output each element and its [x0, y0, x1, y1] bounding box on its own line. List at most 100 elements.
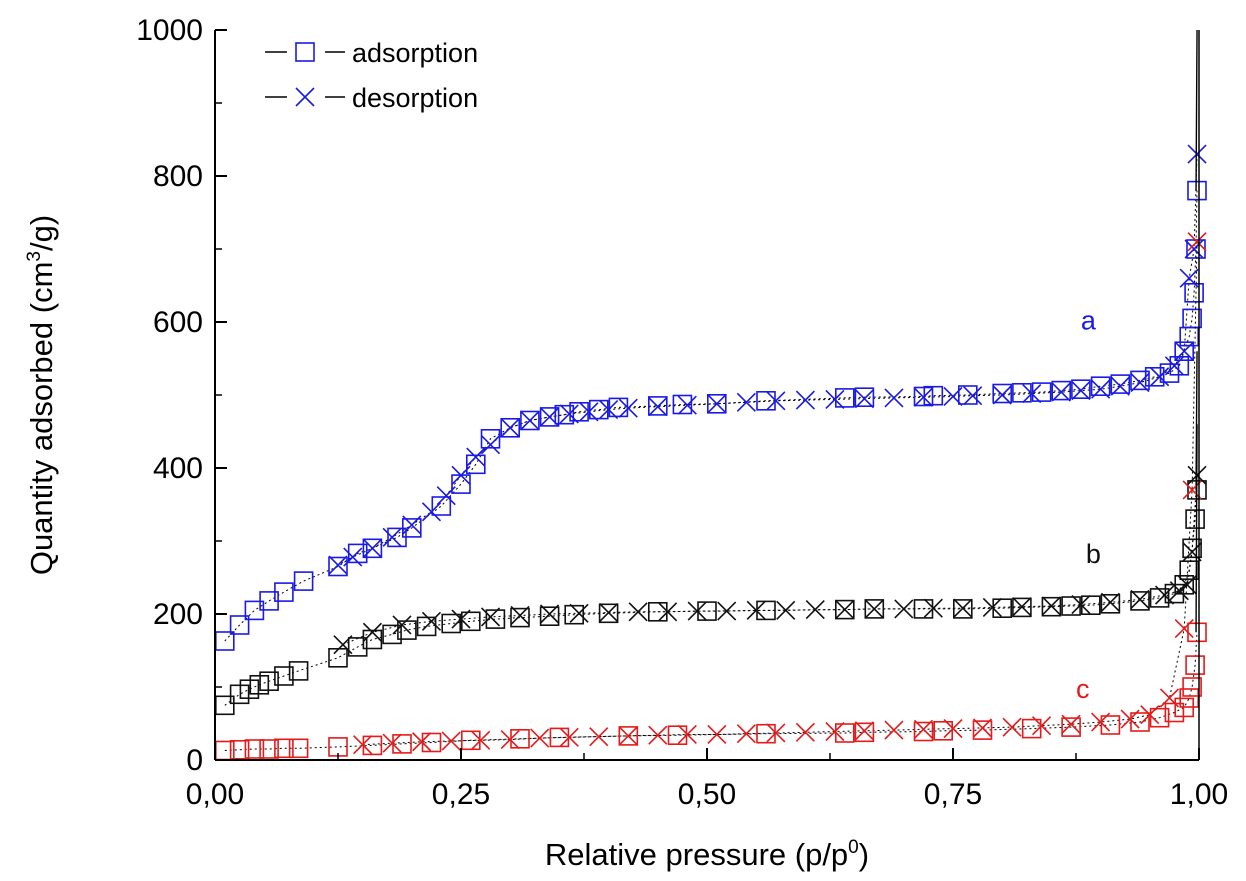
series-a-adsorption-point	[1159, 363, 1180, 383]
series-c-desorption-point	[1159, 688, 1180, 708]
series-a-adsorption-point	[1174, 341, 1194, 362]
x-axis-title: Relative pressure (p/p0)	[545, 837, 869, 872]
series-b-adsorption-point	[1149, 588, 1170, 608]
series-a-desorption-point	[539, 407, 560, 427]
series-c-adsorption-line	[224, 632, 1198, 751]
series-b-desorption-point	[599, 602, 619, 623]
series-b-adsorption-point	[347, 637, 368, 657]
series-a-adsorption-point	[520, 410, 540, 431]
series-c-adsorption-point	[1187, 622, 1207, 643]
series-a-adsorption-point	[647, 396, 668, 416]
series-b-adsorption-point	[259, 671, 279, 692]
series-c-adsorption-point	[1179, 688, 1199, 708]
series-a	[215, 29, 1207, 651]
series-a-adsorption-point	[1182, 308, 1202, 329]
series-c-desorption-point	[618, 726, 638, 746]
series-b-desorption-point	[864, 599, 884, 619]
series-c-desorption-point	[353, 735, 373, 755]
y-tick-label: 200	[153, 598, 203, 631]
legend-label-adsorption: adsorption	[352, 38, 478, 68]
series-c-desorption-point	[884, 720, 904, 740]
series-a-desorption-point	[559, 404, 579, 424]
legend-square-marker	[295, 42, 315, 62]
series-b-adsorption-point	[539, 606, 560, 627]
series-a-desorption-point	[1164, 356, 1184, 376]
series-b	[215, 351, 1207, 716]
series-b-adsorption-point	[834, 599, 855, 620]
series-c-desorption-point	[559, 727, 579, 747]
series-b-adsorption-point	[460, 611, 481, 632]
series-c-adsorption-point	[933, 720, 954, 741]
series-c-adsorption-point	[1185, 655, 1205, 675]
series-b-desorption-point	[362, 622, 383, 642]
series-a-adsorption-point	[274, 582, 294, 602]
series-a-desorption-point	[1091, 379, 1111, 399]
series-b-desorption-point	[421, 611, 442, 631]
series-b-desorption-point	[746, 600, 766, 620]
y-tick-label: 400	[153, 452, 203, 485]
x-tick-label: 0,75	[924, 778, 982, 811]
series-c-saturation-branch	[1195, 424, 1198, 633]
series-c-adsorption-point	[1149, 707, 1170, 728]
series-a-desorption-point	[579, 402, 599, 422]
series-a-desorption-point	[599, 400, 619, 420]
series-a-desorption-line	[337, 154, 1198, 566]
series-a-desorption-point	[1051, 382, 1071, 402]
series-a-desorption-point	[382, 527, 402, 547]
series-a-adsorption-point	[706, 393, 727, 414]
series-b-adsorption-point	[441, 613, 462, 634]
series-a-adsorption-point	[957, 385, 978, 405]
series-b-desorption-point	[510, 605, 530, 626]
series-b-desorption-point	[1130, 589, 1150, 609]
series-b-desorption-point	[539, 604, 560, 624]
axes: 0 200 400 600 800 1000 0,00 0,25 0,50 0,75 1,00 Rel…	[24, 14, 1228, 872]
series-b-desorption-point	[894, 599, 914, 619]
series-a-desorption-point	[618, 398, 638, 418]
series-b-adsorption-point	[1061, 596, 1081, 616]
series-c-desorption-line	[362, 241, 1198, 746]
series-label-c: c	[1076, 674, 1090, 704]
series-c-adsorption-point	[1182, 677, 1202, 697]
series-a-adsorption-line	[224, 190, 1198, 642]
series-a-desorption-point	[343, 547, 363, 567]
series-b-adsorption-point	[510, 607, 530, 628]
series-a-desorption-point	[1150, 367, 1170, 387]
series-b-adsorption-point	[564, 604, 585, 625]
series-c-desorption-point	[677, 724, 697, 745]
series-c	[215, 232, 1207, 761]
series-b-desorption-point	[628, 602, 648, 622]
series-b-adsorption-point	[1185, 509, 1205, 529]
series-c-desorption-point	[1091, 712, 1111, 732]
series-b-desorption-point	[1154, 585, 1175, 605]
y-tick-label: 600	[153, 306, 203, 339]
x-tick-label: 0,50	[678, 778, 736, 811]
series-a-adsorption-point	[1071, 379, 1091, 400]
series-b-adsorption-point	[1182, 538, 1202, 559]
series-c-adsorption-point	[1061, 717, 1081, 737]
series-a-adsorption-point	[672, 394, 693, 415]
series-c-desorption-point	[1031, 716, 1052, 736]
series-a-adsorption-point	[854, 387, 875, 408]
series-b-adsorption-point	[1100, 593, 1121, 614]
series-b-desorption-point	[392, 615, 412, 635]
series-c-desorption-point	[1182, 480, 1202, 500]
series-c-desorption-point	[1140, 705, 1160, 725]
series-label-b: b	[1086, 539, 1101, 569]
series-a-adsorption-point	[1051, 380, 1071, 401]
series-c-adsorption-point	[1021, 718, 1042, 739]
series-a-desorption-point	[1174, 341, 1194, 361]
series-c-desorption-point	[913, 719, 934, 739]
series-a-desorption-point	[1022, 383, 1042, 404]
series-a-desorption-point	[677, 395, 697, 415]
series-b-desorption-point	[923, 598, 943, 618]
series-a-adsorption-point	[539, 407, 560, 427]
series-b-desorption-point	[569, 603, 589, 623]
series-a-adsorption-point	[1090, 376, 1111, 397]
series-a-adsorption-point	[554, 404, 575, 425]
legend-label-desorption: desorption	[352, 83, 478, 113]
series-c-desorption-point	[854, 721, 875, 741]
series-c-adsorption-point	[244, 739, 265, 759]
series-a-adsorption-point	[465, 454, 486, 475]
series-b-desorption-point	[1041, 596, 1061, 616]
series-c-adsorption-point	[618, 726, 639, 746]
